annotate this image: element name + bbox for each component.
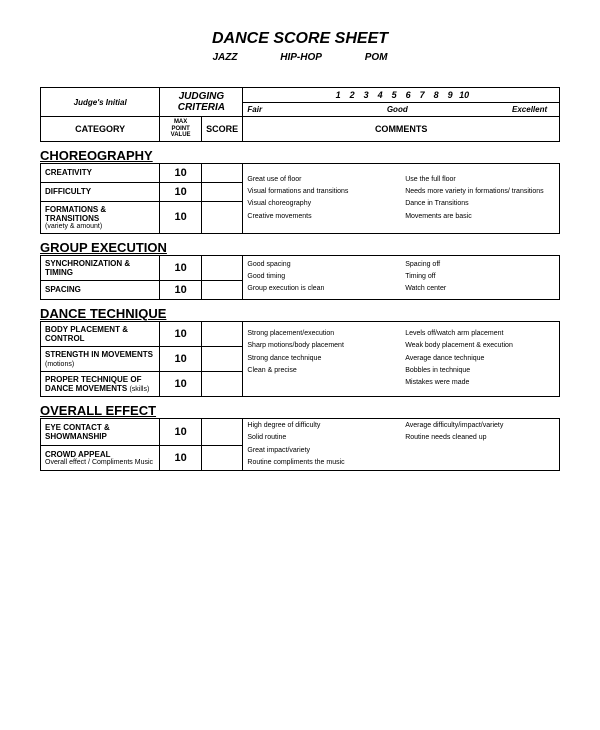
table-row: BODY PLACEMENT & CONTROL 10 Strong place…	[41, 321, 560, 346]
comments-cell: Good spacing Spacing off Good timing Timing…	[243, 255, 560, 299]
comment-item: Clean & precise	[247, 367, 397, 375]
comment-item: Solid routine	[247, 434, 397, 442]
dance-styles-row: JAZZ HIP-HOP POM	[40, 52, 560, 63]
page: DANCE SCORE SHEET JAZZ HIP-HOP POM Judge…	[0, 0, 600, 491]
comments-header: COMMENTS	[243, 117, 560, 142]
comment-item: Mistakes were made	[405, 379, 555, 387]
comment-item: Timing off	[405, 273, 555, 281]
comment-item: Needs more variety in formations/ transi…	[405, 188, 555, 196]
comment-item: Creative movements	[247, 213, 397, 221]
comment-item: Watch center	[405, 285, 555, 293]
style-hip-hop: HIP-HOP	[280, 52, 322, 63]
comment-item: Bobbles in technique	[405, 367, 555, 375]
rating-numbers: 12345678910	[243, 88, 560, 103]
score-cell[interactable]	[201, 446, 243, 471]
section-title-overall-effect: OVERALL EFFECT	[40, 403, 560, 418]
header-table: Judge's Initial JUDGING CRITERIA 1234567…	[40, 87, 560, 142]
comment-item: High degree of difficulty	[247, 422, 397, 430]
comments-cell: Great use of floor Use the full floor Visu…	[243, 163, 560, 233]
category-header: CATEGORY	[41, 117, 160, 142]
comments-cell: High degree of difficulty Average difficu…	[243, 418, 560, 471]
comments-cell: Strong placement/execution Levels off/wat…	[243, 321, 560, 396]
comment-item	[405, 459, 555, 467]
rating-scale-labels: Fair Good Excellent	[243, 103, 560, 117]
score-cell[interactable]	[201, 371, 243, 396]
judging-criteria-label: JUDGING CRITERIA	[160, 88, 243, 117]
dance-technique-table: BODY PLACEMENT & CONTROL 10 Strong place…	[40, 321, 560, 397]
score-cell[interactable]	[201, 182, 243, 201]
comment-item: Routine needs cleaned up	[405, 434, 555, 442]
comment-item: Average dance technique	[405, 355, 555, 363]
comment-item: Good spacing	[247, 261, 397, 269]
comment-item: Great use of floor	[247, 176, 397, 184]
comment-item: Sharp motions/body placement	[247, 342, 397, 350]
comment-item: Levels off/watch arm placement	[405, 330, 555, 338]
score-cell[interactable]	[201, 255, 243, 280]
comment-item: Weak body placement & execution	[405, 342, 555, 350]
comment-item: Good timing	[247, 273, 397, 281]
style-pom: POM	[365, 52, 388, 63]
overall-effect-table: EYE CONTACT & SHOWMANSHIP 10 High degree…	[40, 418, 560, 472]
comment-item: Dance in Transitions	[405, 200, 555, 208]
style-jazz: JAZZ	[212, 52, 237, 63]
comment-item: Group execution is clean	[247, 285, 397, 293]
comment-item: Movements are basic	[405, 213, 555, 221]
score-cell[interactable]	[201, 201, 243, 233]
judges-initial-label: Judge's Initial	[41, 88, 160, 117]
section-title-dance-technique: DANCE TECHNIQUE	[40, 306, 560, 321]
comment-item: Average difficulty/impact/variety	[405, 422, 555, 430]
comment-item	[405, 447, 555, 455]
group-execution-table: SYNCHRONIZATION & TIMING 10 Good spacing…	[40, 255, 560, 300]
table-row: SYNCHRONIZATION & TIMING 10 Good spacing…	[41, 255, 560, 280]
comment-item: Visual choreography	[247, 200, 397, 208]
max-point-value-header: MAX POINT VALUE	[160, 117, 202, 142]
table-row: CREATIVITY 10 Great use of floorUse the …	[41, 163, 560, 182]
comment-item: Spacing off	[405, 261, 555, 269]
score-header: SCORE	[201, 117, 243, 142]
table-row: EYE CONTACT & SHOWMANSHIP 10 High degree…	[41, 418, 560, 445]
comment-item: Use the full floor	[405, 176, 555, 184]
score-cell[interactable]	[201, 163, 243, 182]
comment-item: Routine compliments the music	[247, 459, 397, 467]
comment-item: Visual formations and transitions	[247, 188, 397, 196]
page-title: DANCE SCORE SHEET	[40, 30, 560, 48]
score-cell[interactable]	[201, 346, 243, 371]
score-cell[interactable]	[201, 418, 243, 445]
comment-item: Great impact/variety	[247, 447, 397, 455]
comment-item: Strong placement/execution	[247, 330, 397, 338]
comment-item	[247, 379, 397, 387]
score-cell[interactable]	[201, 280, 243, 299]
choreography-table: CREATIVITY 10 Great use of floorUse the …	[40, 163, 560, 234]
score-cell[interactable]	[201, 321, 243, 346]
section-title-group-execution: GROUP EXECUTION	[40, 240, 560, 255]
section-title-choreography: CHOREOGRAPHY	[40, 148, 560, 163]
comment-item: Strong dance technique	[247, 355, 397, 363]
